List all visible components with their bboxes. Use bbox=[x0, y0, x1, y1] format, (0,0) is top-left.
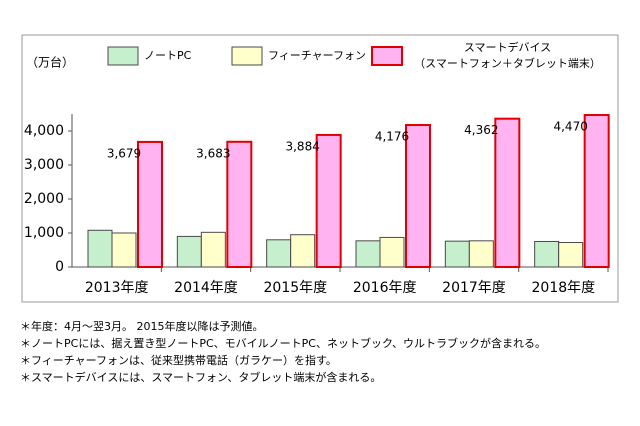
bar bbox=[315, 133, 342, 268]
bar bbox=[290, 234, 316, 268]
legend-label: フィーチャーフォン bbox=[268, 49, 367, 62]
x-tick-label: 2017年度 bbox=[442, 280, 506, 296]
value-label: 3,683 bbox=[196, 146, 230, 160]
y-tick-label: 4,000 bbox=[24, 123, 64, 139]
x-tick-label: 2015年度 bbox=[264, 280, 328, 296]
y-tick-label: 2,000 bbox=[24, 191, 64, 207]
bar bbox=[111, 232, 137, 268]
bar bbox=[558, 242, 584, 268]
legend-label: ノートPC bbox=[144, 49, 192, 62]
bar bbox=[266, 239, 292, 268]
y-tick-label: 1,000 bbox=[24, 225, 64, 241]
bar bbox=[468, 240, 494, 268]
bar bbox=[534, 241, 560, 268]
x-tick-label: 2013年度 bbox=[85, 280, 149, 296]
y-tick-label: 3,000 bbox=[24, 157, 64, 173]
bar bbox=[226, 140, 253, 268]
note: ＊年度：4月～翌3月。 2015年度以降は予測値。 bbox=[20, 320, 264, 333]
note: ＊スマートデバイスには、スマートフォン、タブレット端末が含まれる。 bbox=[20, 371, 382, 384]
legend-swatch bbox=[107, 46, 139, 66]
bar bbox=[87, 229, 113, 268]
note: ＊ノートPCには、据え置き型ノートPC、モバイルノートPC、ネットブック、ウルト… bbox=[20, 337, 546, 350]
value-label: 3,884 bbox=[285, 139, 319, 153]
bar bbox=[200, 231, 226, 268]
note: ＊フィーチャーフォンは、従来型携帯電話（ガラケー）を指す。 bbox=[20, 354, 337, 367]
value-label: 4,176 bbox=[375, 130, 409, 144]
x-tick-label: 2018年度 bbox=[532, 280, 596, 296]
legend-swatch bbox=[231, 46, 263, 66]
y-tick-label: 0 bbox=[55, 259, 64, 275]
bar bbox=[405, 124, 431, 268]
bar bbox=[494, 117, 521, 268]
value-label: 3,679 bbox=[107, 146, 141, 160]
legend-swatch bbox=[371, 46, 403, 66]
value-label: 4,362 bbox=[464, 123, 498, 137]
x-tick-label: 2016年度 bbox=[353, 280, 417, 296]
legend-label: スマートデバイス （スマートフォン＋タブレット端末） bbox=[414, 41, 601, 70]
bar bbox=[176, 235, 202, 268]
bar bbox=[379, 236, 405, 268]
notes: ＊年度：4月～翌3月。 2015年度以降は予測値。 ＊ノートPCには、据え置き型ノ… bbox=[20, 318, 546, 386]
chart-frame bbox=[21, 34, 619, 303]
value-label: 4,470 bbox=[553, 120, 587, 134]
bar bbox=[355, 240, 381, 268]
bar bbox=[137, 140, 163, 268]
bar bbox=[583, 114, 610, 268]
y-unit: （万台） bbox=[26, 55, 74, 70]
x-tick-label: 2014年度 bbox=[174, 280, 238, 296]
bar bbox=[444, 240, 470, 268]
